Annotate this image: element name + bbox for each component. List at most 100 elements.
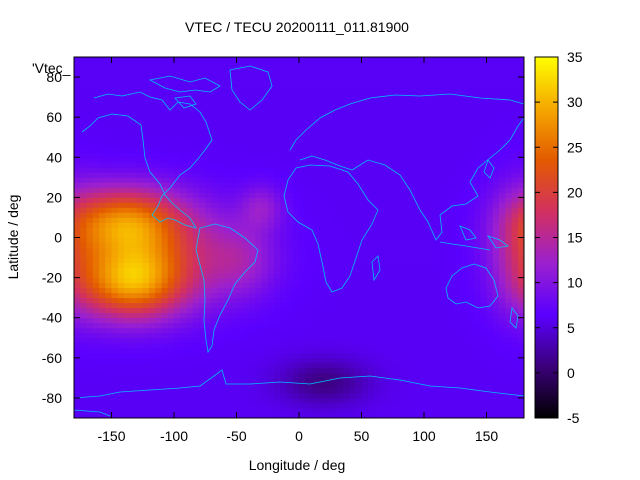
heatmap-cell: [405, 332, 412, 339]
heatmap-cell: [392, 327, 400, 334]
heatmap-cell: [111, 302, 119, 309]
heatmap-cell: [286, 307, 294, 314]
heatmap-cell: [192, 297, 200, 304]
heatmap-cell: [124, 202, 131, 208]
heatmap-cell: [336, 267, 344, 273]
heatmap-cell: [480, 372, 487, 379]
heatmap-cell: [249, 222, 256, 228]
heatmap-cell: [424, 402, 431, 409]
heatmap-cell: [242, 67, 250, 73]
heatmap-cell: [80, 262, 87, 268]
heatmap-cell: [142, 337, 150, 344]
heatmap-cell: [424, 327, 431, 334]
heatmap-cell: [311, 142, 319, 148]
heatmap-cell: [217, 172, 225, 178]
heatmap-cell: [161, 247, 169, 253]
heatmap-cell: [167, 392, 175, 399]
heatmap-cell: [274, 72, 281, 78]
heatmap-cell: [324, 387, 331, 394]
heatmap-cell: [480, 387, 487, 394]
heatmap-cell: [92, 327, 100, 334]
heatmap-cell: [130, 112, 137, 118]
heatmap-cell: [192, 377, 200, 384]
heatmap-cell: [236, 232, 244, 238]
heatmap-cell: [224, 202, 231, 208]
heatmap-cell: [186, 397, 194, 404]
heatmap-cell: [424, 212, 431, 218]
heatmap-cell: [442, 107, 450, 113]
heatmap-cell: [417, 262, 425, 268]
heatmap-cell: [317, 217, 325, 223]
heatmap-cell: [299, 387, 306, 394]
heatmap-cell: [436, 77, 444, 83]
heatmap-cell: [186, 147, 194, 153]
heatmap-cell: [205, 197, 212, 203]
heatmap-cell: [511, 367, 519, 374]
heatmap-cell: [417, 362, 425, 369]
heatmap-cell: [467, 407, 475, 414]
heatmap-cell: [249, 337, 256, 344]
heatmap-cell: [267, 317, 275, 324]
heatmap-cell: [99, 297, 106, 304]
heatmap-cell: [74, 282, 81, 289]
heatmap-cell: [174, 247, 181, 253]
heatmap-cell: [136, 412, 144, 418]
heatmap-cell: [305, 202, 312, 208]
heatmap-cell: [86, 277, 94, 284]
heatmap-cell: [124, 257, 131, 263]
heatmap-cell: [436, 192, 444, 198]
heatmap-cell: [342, 332, 350, 339]
heatmap-cell: [455, 342, 462, 349]
heatmap-cell: [224, 122, 231, 128]
heatmap-cell: [399, 92, 406, 98]
heatmap-cell: [136, 192, 144, 198]
heatmap-cell: [211, 382, 219, 389]
heatmap-cell: [392, 247, 400, 253]
heatmap-cell: [211, 167, 219, 173]
heatmap-cell: [317, 202, 325, 208]
heatmap-cell: [80, 97, 87, 103]
heatmap-cell: [117, 382, 125, 389]
heatmap-cell: [511, 77, 519, 83]
heatmap-cell: [311, 372, 319, 379]
heatmap-cell: [349, 272, 356, 279]
heatmap-cell: [224, 112, 231, 118]
heatmap-cell: [167, 402, 175, 409]
heatmap-cell: [211, 107, 219, 113]
heatmap-cell: [342, 327, 350, 334]
heatmap-cell: [336, 387, 344, 394]
heatmap-cell: [436, 352, 444, 359]
heatmap-cell: [80, 387, 87, 394]
heatmap-cell: [436, 182, 444, 188]
heatmap-cell: [155, 327, 162, 334]
heatmap-cell: [336, 292, 344, 299]
heatmap-cell: [249, 217, 256, 223]
heatmap-cell: [105, 407, 112, 414]
heatmap-cell: [299, 187, 306, 193]
heatmap-cell: [217, 127, 225, 133]
heatmap-cell: [242, 292, 250, 299]
heatmap-cell: [411, 372, 419, 379]
heatmap-cell: [392, 352, 400, 359]
heatmap-cell: [280, 117, 287, 123]
heatmap-cell: [399, 182, 406, 188]
heatmap-cell: [117, 82, 125, 88]
heatmap-cell: [386, 322, 394, 329]
heatmap-cell: [330, 322, 337, 329]
heatmap-cell: [211, 292, 219, 299]
heatmap-cell: [424, 332, 431, 339]
heatmap-cell: [361, 247, 369, 253]
heatmap-cell: [86, 177, 94, 183]
heatmap-cell: [149, 387, 156, 394]
heatmap-cell: [267, 322, 275, 329]
heatmap-cell: [330, 122, 337, 128]
heatmap-cell: [330, 132, 337, 138]
heatmap-cell: [511, 312, 519, 319]
heatmap-cell: [161, 332, 169, 339]
heatmap-cell: [499, 392, 506, 399]
heatmap-cell: [299, 147, 306, 153]
heatmap-cell: [330, 157, 337, 163]
heatmap-cell: [267, 127, 275, 133]
heatmap-cell: [330, 332, 337, 339]
heatmap-cell: [449, 132, 456, 138]
